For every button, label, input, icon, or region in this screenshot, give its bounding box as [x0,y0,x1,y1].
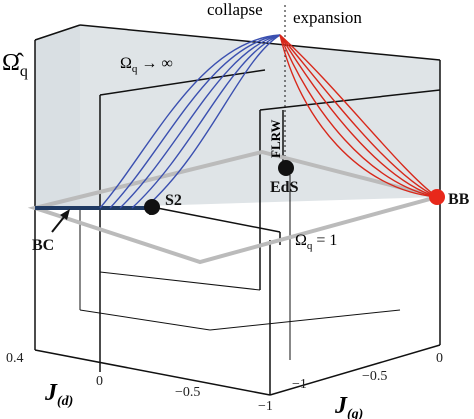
jd-subscript: (d) [57,394,73,409]
bb-point [429,189,445,205]
limit-subscript: q [132,63,138,75]
jg-label: J(g) [334,393,363,419]
jg-tick: 0 [436,351,443,366]
jd-label: J(d) [44,380,73,409]
unity-label: Ωq = 1 [295,232,337,252]
jg-tick: −1 [292,377,307,392]
limit-label: Ωq → ∞ [120,55,173,75]
collapse-curves [99,34,281,209]
bc-arrowhead [60,209,70,220]
unity-symbol: Ω [295,232,307,249]
axis-subscript: q [20,63,28,80]
jd-tick: 0.4 [6,351,24,366]
jg-tick: −0.5 [362,369,387,384]
collapse-label: collapse [207,0,263,19]
unity-rest: = 1 [312,232,337,249]
expansion-label: expansion [293,8,362,27]
limit-rest: → ∞ [137,55,172,72]
bb-label: BB [448,191,470,208]
jd-tick: −1 [258,399,273,414]
bc-label: BC [32,237,54,254]
jg-subscript: (g) [347,407,363,419]
s2-point [144,199,160,215]
jd-tick: 0 [96,374,103,389]
unity-subscript: q [307,240,313,252]
eds-label: EdS [270,179,299,196]
expansion-curves [279,34,438,198]
axis-symbol: Ω̂ [2,50,24,76]
jg-symbol: J [334,393,348,419]
s2-label: S2 [165,192,182,209]
jd-tick: −0.5 [175,385,200,400]
flrw-label: FLRW [268,119,283,158]
limit-symbol: Ω [120,55,132,72]
left-wall [35,25,80,208]
eds-point [278,160,294,176]
axis-label: Ω̂q [2,50,28,80]
jd-symbol: J [44,380,58,406]
